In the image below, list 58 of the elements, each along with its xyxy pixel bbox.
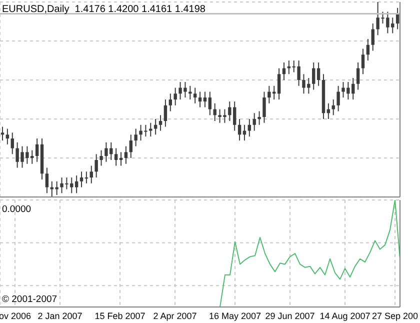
x-tick-label: 27 Sep 200 xyxy=(372,311,418,321)
candlestick xyxy=(242,124,246,140)
candlestick xyxy=(213,103,216,121)
candlestick xyxy=(119,152,123,166)
candlestick xyxy=(262,92,266,123)
candlestick xyxy=(208,92,212,116)
candlestick xyxy=(84,172,88,184)
candlestick xyxy=(40,138,44,180)
candlestick xyxy=(174,88,177,106)
candlestick xyxy=(168,94,172,112)
candlestick xyxy=(316,62,320,86)
x-tick-label: 29 Jun 2007 xyxy=(265,311,315,321)
candlestick xyxy=(90,166,93,184)
candlestick xyxy=(100,150,103,166)
candlestick xyxy=(336,86,340,112)
x-tick-label: 16 May 2007 xyxy=(208,311,262,321)
candlestick xyxy=(198,92,202,108)
candlestick xyxy=(74,176,78,194)
candlestick xyxy=(203,92,207,108)
candlestick xyxy=(287,60,291,74)
candlestick xyxy=(10,132,14,154)
candlestick xyxy=(124,146,128,164)
annotation: © 2001-2007 xyxy=(2,294,58,305)
candlestick xyxy=(326,103,330,119)
candlestick xyxy=(188,86,192,100)
candlestick xyxy=(366,39,370,60)
candlestick xyxy=(248,119,252,137)
x-tick-label: 15 Feb 2007 xyxy=(94,311,146,321)
x-tick-label: 14 Aug 2007 xyxy=(320,311,370,321)
candlestick xyxy=(282,62,286,80)
candlestick xyxy=(312,62,316,90)
candlestick xyxy=(0,126,4,140)
candlestick xyxy=(80,172,84,188)
candlestick xyxy=(238,119,242,140)
candlestick xyxy=(252,113,256,131)
candlestick xyxy=(35,138,39,162)
candlestick xyxy=(6,128,10,144)
candlestick xyxy=(193,88,197,104)
x-tick-label: 2 Apr 2007 xyxy=(153,311,197,321)
chart-title: EURUSD,Daily 1.4176 1.4200 1.4161 1.4198 xyxy=(2,4,206,15)
candlestick xyxy=(322,74,326,119)
candlestick xyxy=(158,115,162,131)
candlestick xyxy=(149,122,152,137)
candlestick xyxy=(361,48,365,74)
candlestick xyxy=(371,23,374,51)
candlestick xyxy=(277,68,281,100)
candlestick xyxy=(164,100,168,127)
x-tick-label: 2 Jan 2007 xyxy=(38,311,82,321)
candlestick xyxy=(154,119,158,135)
candlestick xyxy=(134,128,138,146)
candlestick xyxy=(129,134,132,158)
candlestick xyxy=(258,111,261,125)
candlestick xyxy=(114,148,118,166)
candlestick xyxy=(94,154,98,178)
candlestick xyxy=(332,100,335,116)
annotation: 0.0000 xyxy=(2,204,32,215)
candlestick xyxy=(356,62,360,90)
candlestick xyxy=(45,168,49,194)
